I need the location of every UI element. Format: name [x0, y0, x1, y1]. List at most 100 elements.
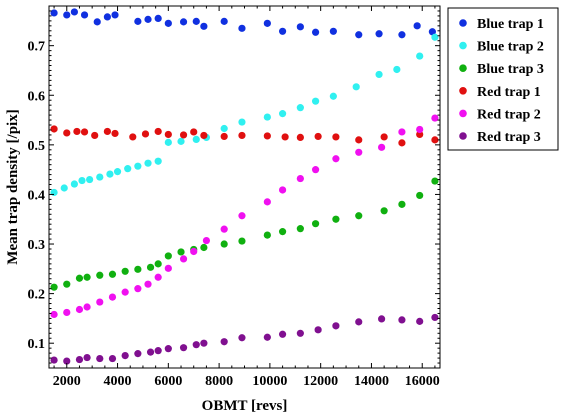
plot-frame	[48, 5, 441, 369]
data-point	[50, 125, 58, 133]
legend-marker	[459, 19, 467, 27]
data-point	[220, 17, 228, 25]
data-point	[329, 92, 337, 100]
data-point	[50, 356, 58, 364]
data-point	[106, 170, 114, 178]
data-point	[96, 298, 104, 306]
data-point	[263, 231, 271, 239]
data-point	[263, 333, 271, 341]
data-point	[80, 128, 89, 136]
data-point	[238, 334, 246, 342]
data-point	[111, 129, 119, 138]
y-tick-label: 0.1	[28, 337, 46, 352]
data-point	[179, 344, 188, 352]
data-point	[332, 215, 340, 223]
legend-marker	[459, 132, 467, 140]
data-point	[398, 316, 406, 324]
data-point	[164, 138, 172, 146]
data-point	[263, 19, 271, 27]
data-point	[296, 174, 304, 183]
data-point	[50, 310, 58, 319]
legend-box	[447, 7, 559, 151]
data-point	[200, 243, 208, 252]
data-point	[263, 198, 271, 206]
data-point	[200, 339, 208, 347]
legend-marker	[459, 87, 467, 95]
data-point	[146, 348, 155, 356]
y-tick-label: 0.3	[28, 238, 46, 253]
y-tick-label: 0.4	[28, 188, 46, 203]
y-tick-label: 0.6	[28, 89, 46, 104]
data-point	[144, 280, 152, 288]
data-point	[355, 31, 363, 39]
data-point	[431, 33, 439, 41]
data-point	[108, 293, 117, 301]
data-point	[431, 177, 439, 185]
data-point	[60, 184, 68, 192]
data-point	[50, 283, 58, 291]
legend-marker	[459, 41, 467, 50]
data-point	[380, 133, 388, 141]
data-point	[96, 354, 104, 363]
data-point	[83, 353, 91, 362]
data-point	[355, 318, 363, 326]
data-point	[311, 166, 320, 174]
data-point	[179, 131, 188, 139]
data-point	[177, 248, 185, 256]
data-point	[314, 132, 322, 141]
data-point	[134, 17, 142, 25]
legend-label: Blue trap 1	[477, 17, 544, 32]
data-point	[164, 130, 172, 139]
data-point	[154, 127, 162, 136]
data-point	[238, 118, 246, 126]
series-red-trap-3	[50, 313, 439, 365]
data-point	[108, 270, 117, 278]
data-point	[398, 200, 406, 208]
data-point	[124, 165, 132, 173]
legend-label: Red trap 1	[477, 85, 541, 100]
data-point	[111, 11, 119, 19]
data-point	[238, 237, 246, 245]
data-point	[141, 130, 150, 138]
data-point	[375, 30, 383, 38]
data-point	[393, 65, 401, 74]
data-point	[63, 280, 71, 288]
data-point	[63, 308, 71, 317]
data-point	[190, 247, 198, 256]
data-point	[278, 228, 287, 236]
data-point	[63, 11, 71, 19]
data-point	[220, 225, 228, 233]
data-point	[263, 113, 271, 121]
data-point	[164, 19, 172, 27]
data-point	[431, 136, 439, 144]
y-tick-label: 0.2	[28, 288, 46, 303]
data-point	[416, 125, 424, 134]
data-point	[91, 131, 99, 140]
data-point	[332, 133, 340, 141]
x-tick-label: 4000	[104, 374, 132, 389]
data-point	[416, 52, 424, 60]
data-point	[134, 285, 142, 293]
y-tick-label: 0.7	[28, 40, 46, 55]
data-point	[278, 330, 287, 338]
data-point	[355, 136, 363, 144]
data-point	[296, 23, 304, 31]
series-blue-trap-1	[50, 8, 436, 39]
legend-label: Blue trap 2	[477, 40, 544, 55]
data-point	[314, 326, 322, 334]
data-point	[154, 157, 162, 165]
x-tick-label: 8000	[205, 374, 233, 389]
data-point	[311, 28, 320, 36]
data-point	[144, 159, 152, 167]
data-point	[50, 9, 58, 17]
x-tick-label: 6000	[154, 374, 182, 389]
data-point	[375, 70, 383, 79]
data-point	[296, 104, 304, 112]
x-tick-label: 16000	[405, 374, 440, 389]
legend: Blue trap 1 Blue trap 2 Blue trap 3 Red tra…	[447, 7, 559, 151]
data-point	[164, 264, 172, 272]
data-point	[93, 18, 101, 26]
x-tick-label: 2000	[53, 374, 81, 389]
series-blue-trap-2	[50, 33, 439, 197]
data-point	[154, 260, 162, 268]
